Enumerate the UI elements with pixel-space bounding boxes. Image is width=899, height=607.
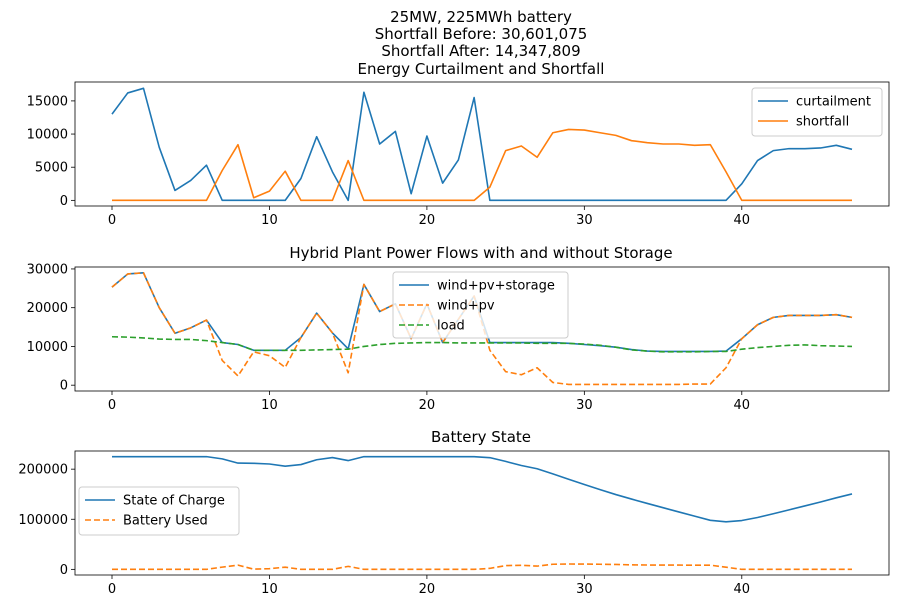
chart-1-x-tick-label: 0 [108, 213, 116, 228]
chart-1-x-tick-label: 10 [261, 213, 278, 228]
chart-3-axes-frame [74, 450, 890, 576]
chart-2-y-tick-label: 0 [60, 379, 68, 394]
header-line-1: 25MW, 225MWh battery [390, 8, 572, 26]
chart-1-legend-label-shortfall: shortfall [796, 115, 849, 130]
chart-2-y-tick-label: 30000 [27, 262, 68, 277]
chart-2-x-tick-label: 20 [419, 398, 436, 413]
chart-2-legend-label-wind-pv-storage: wind+pv+storage [437, 279, 555, 294]
chart-1-legend-box [751, 87, 883, 137]
chart-3-y-tick-label: 0 [60, 563, 68, 578]
chart-2-legend: wind+pv+storage wind+pv load [392, 271, 569, 339]
chart-3-y-tick-label: 200000 [18, 463, 68, 478]
chart-2-y-tick-label: 10000 [27, 340, 68, 355]
chart-3-legend-box [78, 486, 240, 536]
panel-battery-state: Battery State 0 10 20 30 40 0 100000 200000 Sta… [18, 428, 890, 597]
chart-1-series-curtailment-line [111, 87, 853, 202]
chart-3-plot: 0 10 20 30 40 0 100000 200000 [18, 450, 890, 597]
chart-3-x-tick-label: 0 [108, 582, 116, 597]
chart-2-title: Hybrid Plant Power Flows with and withou… [289, 244, 672, 262]
chart-2-x-tick-label: 40 [734, 398, 751, 413]
chart-2-y-tick-label: 20000 [27, 301, 68, 316]
chart-1-axes-frame [74, 81, 890, 207]
chart-1-legend: curtailment shortfall [751, 87, 883, 137]
chart-2-series-load-line [111, 335, 853, 353]
chart-3-series-battery-used-line [112, 563, 852, 571]
chart-1-series-shortfall-line [112, 128, 852, 202]
chart-3-legend-label-state-of-charge: State of Charge [123, 494, 225, 509]
panel-curtailment-shortfall: Energy Curtailment and Shortfall 0 10 20 30… [27, 60, 890, 228]
chart-3-series-state-of-charge-line [112, 455, 853, 523]
chart-3-x-tick-label: 20 [419, 582, 436, 597]
panel-power-flows: Hybrid Plant Power Flows with and withou… [27, 244, 890, 413]
chart-3-x-tick-label: 10 [261, 582, 278, 597]
chart-1-y-tick-label: 10000 [27, 128, 68, 143]
chart-3-x-tick-label: 40 [734, 582, 751, 597]
chart-2-x-tick-label: 10 [261, 398, 278, 413]
chart-2-legend-label-load: load [437, 319, 465, 334]
chart-3-legend: State of Charge Battery Used [78, 486, 240, 536]
chart-1-x-tick-label: 30 [576, 213, 593, 228]
chart-3-x-tick-label: 30 [576, 582, 593, 597]
chart-1-x-tick-label: 20 [419, 213, 436, 228]
chart-1-plot: 0 10 20 30 40 0 5000 10000 15000 [27, 81, 890, 228]
chart-2-axes-frame [74, 266, 890, 392]
chart-2-legend-box [392, 271, 569, 339]
chart-2-x-tick-label: 30 [576, 398, 593, 413]
chart-1-x-tick-label: 40 [734, 213, 751, 228]
chart-1-y-tick-label: 0 [60, 194, 68, 209]
chart-1-title: Energy Curtailment and Shortfall [358, 60, 605, 78]
chart-3-legend-label-battery-used: Battery Used [123, 514, 208, 529]
header-line-2: Shortfall Before: 30,601,075 [375, 25, 588, 43]
header-line-3: Shortfall After: 14,347,809 [381, 42, 580, 60]
chart-1-y-tick-label: 5000 [35, 161, 68, 176]
chart-2-x-tick-label: 0 [108, 398, 116, 413]
chart-3-y-tick-label: 100000 [18, 513, 68, 528]
chart-1-legend-label-curtailment: curtailment [796, 95, 871, 110]
chart-3-title: Battery State [431, 428, 531, 446]
chart-1-y-tick-label: 15000 [27, 94, 68, 109]
chart-2-legend-label-wind-pv: wind+pv [437, 299, 495, 314]
